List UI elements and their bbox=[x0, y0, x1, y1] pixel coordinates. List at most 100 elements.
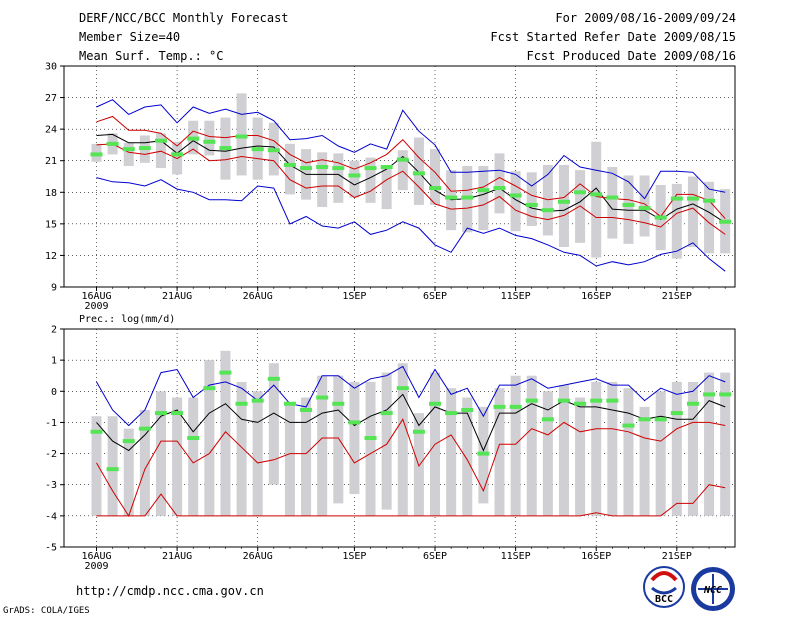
y-tick-label: -1 bbox=[45, 418, 57, 429]
median-mark bbox=[606, 195, 619, 200]
ensemble-box bbox=[510, 171, 521, 232]
y-tick-label: 9 bbox=[51, 283, 57, 294]
median-mark bbox=[574, 401, 587, 406]
y-tick-label: -3 bbox=[45, 480, 57, 491]
median-mark bbox=[606, 398, 619, 403]
ensemble-box bbox=[558, 385, 569, 516]
ensemble-box bbox=[123, 142, 134, 166]
median-mark bbox=[364, 166, 377, 171]
x-tick-label: 21AUG bbox=[162, 551, 192, 562]
y-tick-label: -4 bbox=[45, 511, 57, 522]
year-label: 2009 bbox=[84, 561, 108, 572]
y-tick-label: 21 bbox=[45, 156, 57, 167]
median-mark bbox=[654, 417, 667, 422]
ensemble-box bbox=[607, 167, 618, 239]
ensemble-box bbox=[139, 409, 150, 516]
median-mark bbox=[638, 417, 651, 422]
ensemble-box bbox=[591, 381, 602, 516]
x-tick-label: 11SEP bbox=[501, 551, 531, 562]
median-mark bbox=[703, 392, 716, 397]
median-mark bbox=[686, 401, 699, 406]
median-mark bbox=[654, 215, 667, 220]
median-mark bbox=[90, 152, 103, 157]
median-mark bbox=[622, 423, 635, 428]
median-mark bbox=[477, 451, 490, 456]
y-tick-label: 27 bbox=[45, 93, 57, 104]
ensemble-box bbox=[284, 403, 295, 516]
ensemble-box bbox=[204, 120, 215, 156]
y-tick-label: 2 bbox=[51, 325, 57, 336]
median-mark bbox=[300, 407, 313, 412]
ensemble-box bbox=[446, 388, 457, 516]
x-tick-label: 16SEP bbox=[581, 291, 611, 302]
ensemble-box bbox=[671, 183, 682, 259]
ensemble-box bbox=[236, 93, 247, 176]
ensemble-box bbox=[301, 397, 312, 516]
median-mark bbox=[493, 186, 506, 191]
y-tick-label: 1 bbox=[51, 356, 57, 367]
source-url[interactable]: http://cmdp.ncc.cma.gov.cn bbox=[76, 584, 264, 598]
median-mark bbox=[235, 134, 248, 139]
ensemble-box bbox=[413, 137, 424, 205]
median-mark bbox=[557, 199, 570, 204]
ensemble-box bbox=[317, 375, 328, 516]
ensemble-box bbox=[349, 160, 360, 198]
x-tick-label: 6SEP bbox=[423, 551, 447, 562]
median-mark bbox=[412, 171, 425, 176]
median-mark bbox=[429, 401, 442, 406]
median-mark bbox=[219, 146, 232, 151]
x-tick-label: 21AUG bbox=[162, 291, 192, 302]
ensemble-box bbox=[252, 391, 263, 516]
median-mark bbox=[203, 139, 216, 144]
x-tick-label: 16AUG bbox=[81, 291, 111, 302]
forecast-period: For 2009/08/16-2009/09/24 bbox=[555, 11, 736, 25]
y-tick-label: 15 bbox=[45, 219, 57, 230]
median-mark bbox=[316, 395, 329, 400]
ensemble-box bbox=[623, 388, 634, 516]
chart-title: DERF/NCC/BCC Monthly Forecast bbox=[79, 11, 289, 25]
ensemble-box bbox=[671, 381, 682, 516]
ensemble-box bbox=[365, 381, 376, 516]
ensemble-box bbox=[381, 372, 392, 510]
median-mark bbox=[154, 411, 167, 416]
median-mark bbox=[557, 398, 570, 403]
median-mark bbox=[638, 206, 651, 211]
median-mark bbox=[574, 190, 587, 195]
median-mark bbox=[122, 147, 135, 152]
series-mean-plus-sd bbox=[96, 115, 726, 219]
series-mean-plus-sd bbox=[96, 365, 726, 427]
median-mark bbox=[396, 157, 409, 162]
x-tick-label: 26AUG bbox=[243, 551, 273, 562]
ensemble-box bbox=[558, 164, 569, 248]
ensemble-box bbox=[591, 141, 602, 258]
median-mark bbox=[477, 188, 490, 193]
median-mark bbox=[525, 398, 538, 403]
series-max bbox=[96, 99, 726, 200]
ensemble-box bbox=[462, 397, 473, 516]
ensemble-box bbox=[720, 372, 731, 516]
x-tick-label: 1SEP bbox=[342, 551, 366, 562]
ensemble-box bbox=[704, 372, 715, 516]
ensemble-box bbox=[655, 391, 666, 516]
median-mark bbox=[509, 193, 522, 198]
ensemble-box bbox=[349, 381, 360, 495]
y-tick-label: 0 bbox=[51, 387, 57, 398]
x-tick-label: 16AUG bbox=[81, 551, 111, 562]
ensemble-box bbox=[687, 381, 698, 516]
median-mark bbox=[719, 219, 732, 224]
median-mark bbox=[525, 202, 538, 207]
x-tick-label: 21SEP bbox=[662, 551, 692, 562]
median-mark bbox=[187, 136, 200, 141]
series-low-envelope bbox=[96, 484, 726, 517]
ensemble-box bbox=[397, 150, 408, 191]
grads-credit: GrADS: COLA/IGES bbox=[3, 606, 90, 616]
forecast-started-date: Fcst Started Refer Date 2009/08/15 bbox=[490, 30, 736, 44]
ensemble-box bbox=[91, 416, 102, 516]
median-mark bbox=[590, 398, 603, 403]
ensemble-box bbox=[494, 153, 505, 214]
series-mean bbox=[96, 133, 726, 224]
ensemble-box bbox=[284, 143, 295, 195]
median-mark bbox=[187, 436, 200, 440]
series-mean bbox=[96, 393, 726, 452]
